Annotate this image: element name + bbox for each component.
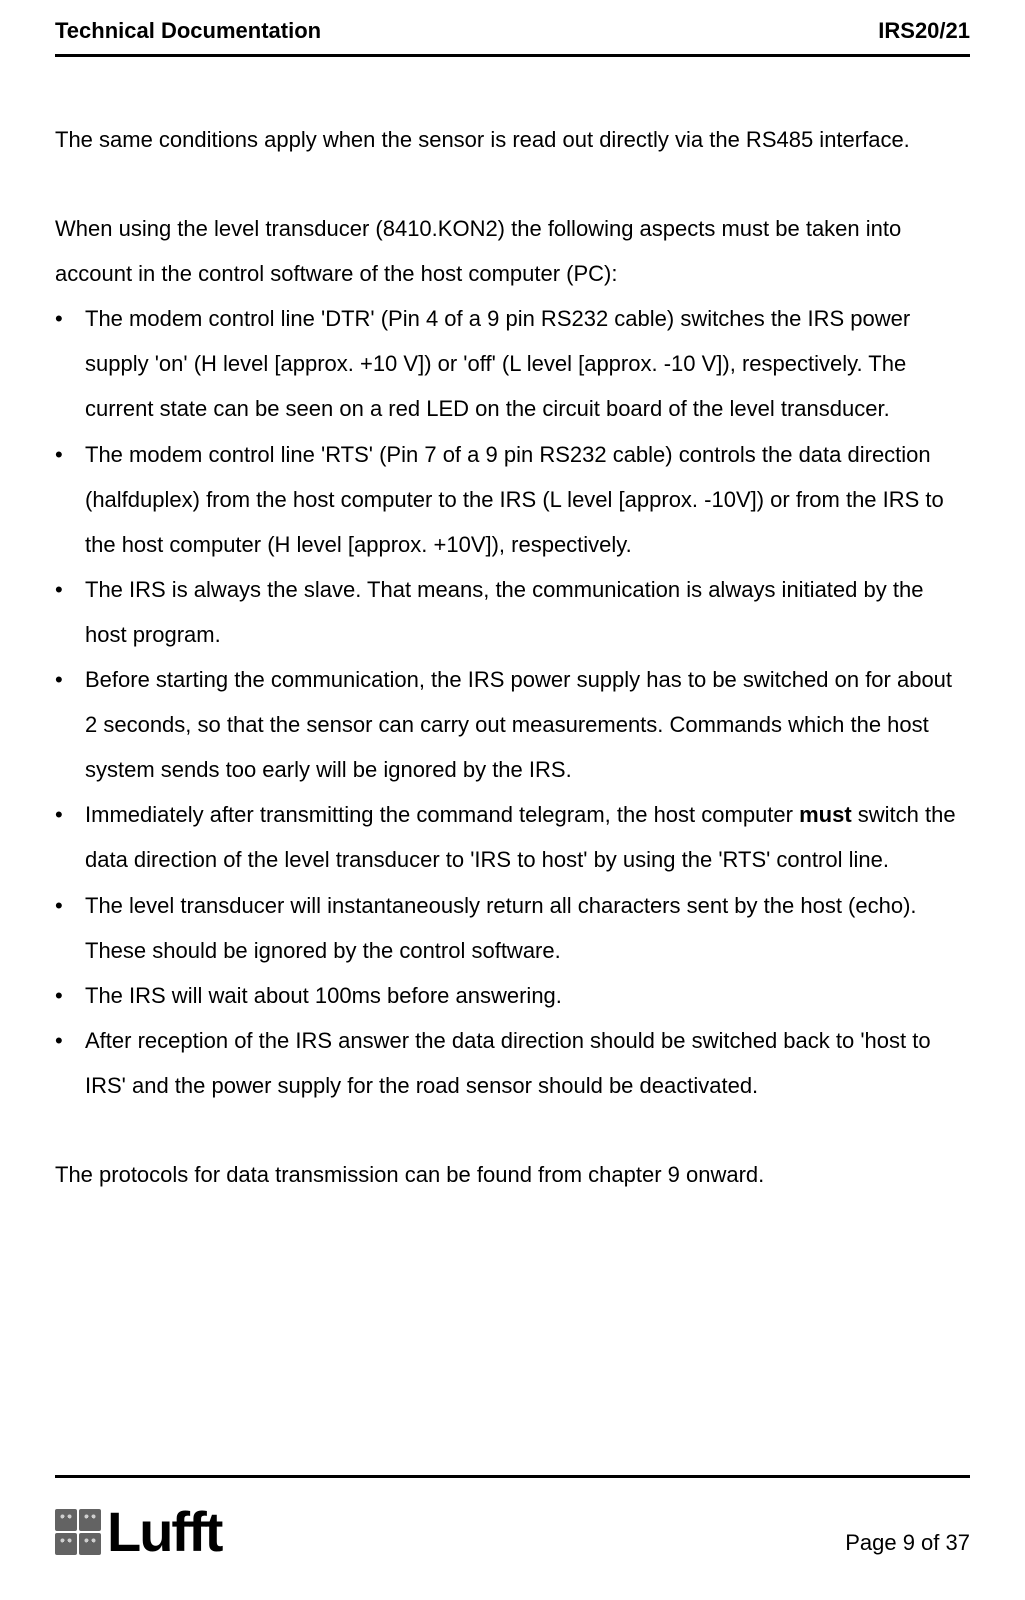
bullet-list: • The modem control line 'DTR' (Pin 4 of… [55,296,970,1108]
brand-logo-icon [55,1509,101,1555]
list-item-text: Immediately after transmitting the comma… [85,792,970,882]
list-item: • The IRS is always the slave. That mean… [55,567,970,657]
header-right: IRS20/21 [878,18,970,44]
list-item: • The modem control line 'RTS' (Pin 7 of… [55,432,970,567]
bullet-icon: • [55,432,67,567]
list-item-text: The level transducer will instantaneousl… [85,883,970,973]
list-item-text: The IRS will wait about 100ms before ans… [85,973,970,1018]
list-item: • The modem control line 'DTR' (Pin 4 of… [55,296,970,431]
page-number: Page 9 of 37 [845,1530,970,1560]
bullet-icon: • [55,296,67,431]
list-item: • Before starting the communication, the… [55,657,970,792]
list-item-text: The modem control line 'RTS' (Pin 7 of a… [85,432,970,567]
bullet-icon: • [55,1018,67,1108]
list-item: • Immediately after transmitting the com… [55,792,970,882]
list-item-text-bold: must [799,802,852,827]
list-item-text: After reception of the IRS answer the da… [85,1018,970,1108]
header-rule [55,54,970,57]
paragraph-intro: The same conditions apply when the senso… [55,117,970,162]
footer: Lufft Page 9 of 37 [55,1478,970,1560]
bullet-icon: • [55,883,67,973]
page: Technical Documentation IRS20/21 The sam… [0,0,1025,1600]
list-item-text: Before starting the communication, the I… [85,657,970,792]
bullet-icon: • [55,792,67,882]
list-item-text: The modem control line 'DTR' (Pin 4 of a… [85,296,970,431]
bullet-icon: • [55,567,67,657]
list-item-text-pre: Immediately after transmitting the comma… [85,802,799,827]
brand-logo-text: Lufft [107,1504,221,1560]
bullet-icon: • [55,657,67,792]
brand-logo: Lufft [55,1504,221,1560]
bullet-icon: • [55,973,67,1018]
content: The same conditions apply when the senso… [55,117,970,1471]
list-item: • The level transducer will instantaneou… [55,883,970,973]
paragraph-closing: The protocols for data transmission can … [55,1152,970,1197]
list-item: • The IRS will wait about 100ms before a… [55,973,970,1018]
header-left: Technical Documentation [55,18,321,44]
list-item: • After reception of the IRS answer the … [55,1018,970,1108]
list-item-text: The IRS is always the slave. That means,… [85,567,970,657]
header: Technical Documentation IRS20/21 [55,18,970,54]
paragraph-lead: When using the level transducer (8410.KO… [55,206,970,296]
